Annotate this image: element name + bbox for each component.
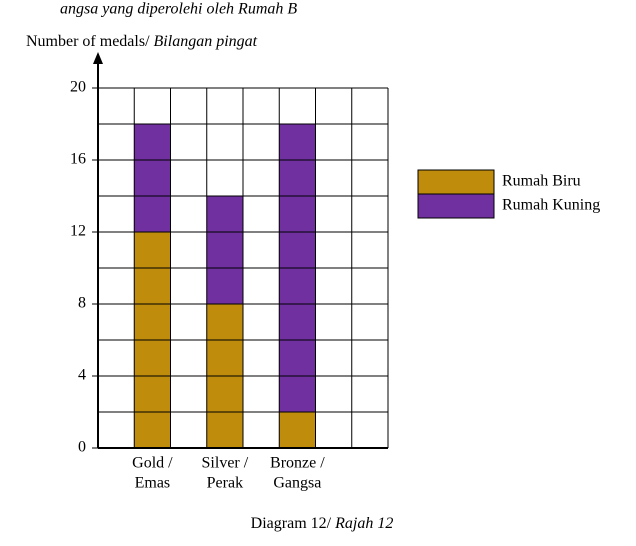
y-tick-label: 8: [78, 295, 86, 312]
legend-swatch: [417, 169, 495, 195]
bar-segment: [279, 412, 316, 448]
header-fragment: angsa yang diperolehi oleh Rumah B: [60, 1, 297, 18]
legend-label: Rumah Kuning: [502, 197, 600, 214]
y-tick-label: 12: [70, 223, 86, 240]
y-tick-label: 0: [78, 439, 86, 456]
plot-area: [98, 87, 389, 449]
legend-label: Rumah Biru: [502, 173, 581, 190]
y-axis-label: Number of medals/ Bilangan pingat: [26, 33, 258, 50]
y-label-text: Number of medals/: [26, 33, 150, 50]
x-tick-label: Silver /: [202, 455, 249, 472]
x-tick-label: Gangsa: [273, 475, 321, 492]
x-tick-label: Perak: [207, 475, 243, 492]
caption-text: Diagram 12/: [251, 515, 332, 532]
legend-swatch: [417, 193, 495, 219]
x-tick-label: Bronze /: [270, 455, 325, 472]
x-tick-label: Emas: [135, 475, 171, 492]
y-label-italic: Bilangan pingat: [154, 33, 258, 50]
y-tick-label: 4: [78, 367, 86, 384]
caption: Diagram 12/ Rajah 12: [251, 515, 394, 532]
caption-italic: Rajah 12: [334, 515, 393, 532]
bar-segment: [134, 124, 171, 232]
bar-segment: [206, 196, 243, 304]
y-tick-label: 16: [70, 151, 86, 168]
x-tick-label: Gold /: [132, 455, 173, 472]
y-axis-arrow: [93, 52, 103, 64]
y-tick-label: 20: [70, 79, 86, 96]
